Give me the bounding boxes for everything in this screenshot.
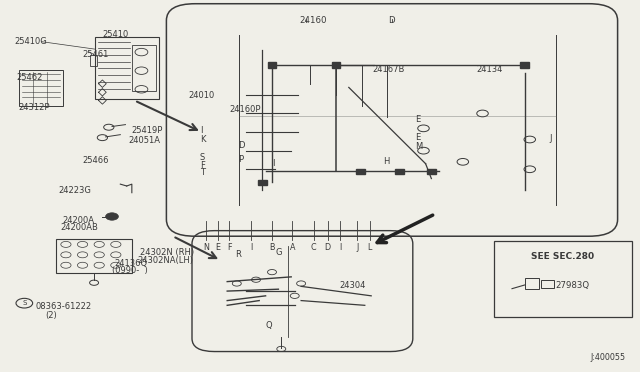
Text: J:400055: J:400055 xyxy=(591,353,626,362)
Text: C: C xyxy=(311,243,316,252)
Text: N: N xyxy=(203,243,209,252)
Text: 24010: 24010 xyxy=(189,91,215,100)
Bar xyxy=(541,280,554,288)
Text: 24160: 24160 xyxy=(300,16,327,25)
Bar xyxy=(427,169,436,174)
Bar xyxy=(95,37,159,99)
Text: 24302NA(LH): 24302NA(LH) xyxy=(138,256,193,265)
Text: J: J xyxy=(549,134,552,143)
Text: E: E xyxy=(415,133,420,142)
Text: 24223G: 24223G xyxy=(59,186,92,195)
Text: 24304: 24304 xyxy=(339,281,365,290)
Text: R: R xyxy=(236,250,241,259)
Text: 25410: 25410 xyxy=(102,30,129,39)
Text: 24312P: 24312P xyxy=(18,103,49,112)
Text: H: H xyxy=(383,157,389,166)
Text: P: P xyxy=(238,155,243,164)
Text: E: E xyxy=(415,115,420,124)
Text: K: K xyxy=(200,135,205,144)
Text: F: F xyxy=(200,161,205,170)
Text: D: D xyxy=(238,141,244,150)
Bar xyxy=(396,169,404,174)
Bar xyxy=(268,62,276,68)
Text: (0990-  ): (0990- ) xyxy=(112,266,148,275)
Bar xyxy=(90,55,97,66)
Bar xyxy=(332,62,340,68)
Bar xyxy=(56,239,132,273)
Text: 27983Q: 27983Q xyxy=(556,281,589,290)
Bar xyxy=(19,70,63,106)
Text: 08363-61222: 08363-61222 xyxy=(35,302,92,311)
Text: 24200AB: 24200AB xyxy=(61,223,99,232)
Text: 25466: 25466 xyxy=(82,156,108,165)
Circle shape xyxy=(106,213,118,220)
Text: G: G xyxy=(275,248,282,257)
Text: 24160P: 24160P xyxy=(229,105,260,114)
Bar xyxy=(258,180,267,185)
Bar xyxy=(356,169,365,174)
Text: 24200A: 24200A xyxy=(63,216,95,225)
Text: L: L xyxy=(368,243,372,252)
Text: J: J xyxy=(356,243,358,252)
Text: 25461: 25461 xyxy=(82,50,108,59)
Bar xyxy=(132,45,156,91)
Text: Q: Q xyxy=(266,321,272,330)
Text: 24167B: 24167B xyxy=(372,65,405,74)
Text: F: F xyxy=(227,243,232,252)
Text: 25419P: 25419P xyxy=(131,126,163,135)
Text: 25462: 25462 xyxy=(16,73,42,81)
Text: D: D xyxy=(324,243,331,252)
Text: I: I xyxy=(339,243,342,252)
Text: 24136Q: 24136Q xyxy=(114,259,147,267)
Text: E: E xyxy=(215,243,220,252)
Text: S: S xyxy=(22,300,26,306)
Bar xyxy=(525,278,539,289)
Bar xyxy=(494,241,632,317)
Text: I: I xyxy=(200,126,202,135)
Text: (2): (2) xyxy=(45,311,56,320)
Text: 24051A: 24051A xyxy=(128,136,160,145)
Text: B: B xyxy=(269,243,275,252)
Text: 25410G: 25410G xyxy=(14,37,47,46)
Text: I: I xyxy=(250,243,252,252)
Text: D: D xyxy=(388,16,395,25)
Text: SEE SEC.280: SEE SEC.280 xyxy=(531,252,595,261)
Text: 24134: 24134 xyxy=(477,65,503,74)
Text: 24302N (RH): 24302N (RH) xyxy=(140,248,194,257)
Text: A: A xyxy=(290,243,295,252)
Text: S: S xyxy=(200,153,205,162)
Text: T: T xyxy=(200,168,205,177)
Bar xyxy=(520,62,529,68)
Text: I: I xyxy=(272,159,275,168)
Text: M: M xyxy=(415,142,422,151)
